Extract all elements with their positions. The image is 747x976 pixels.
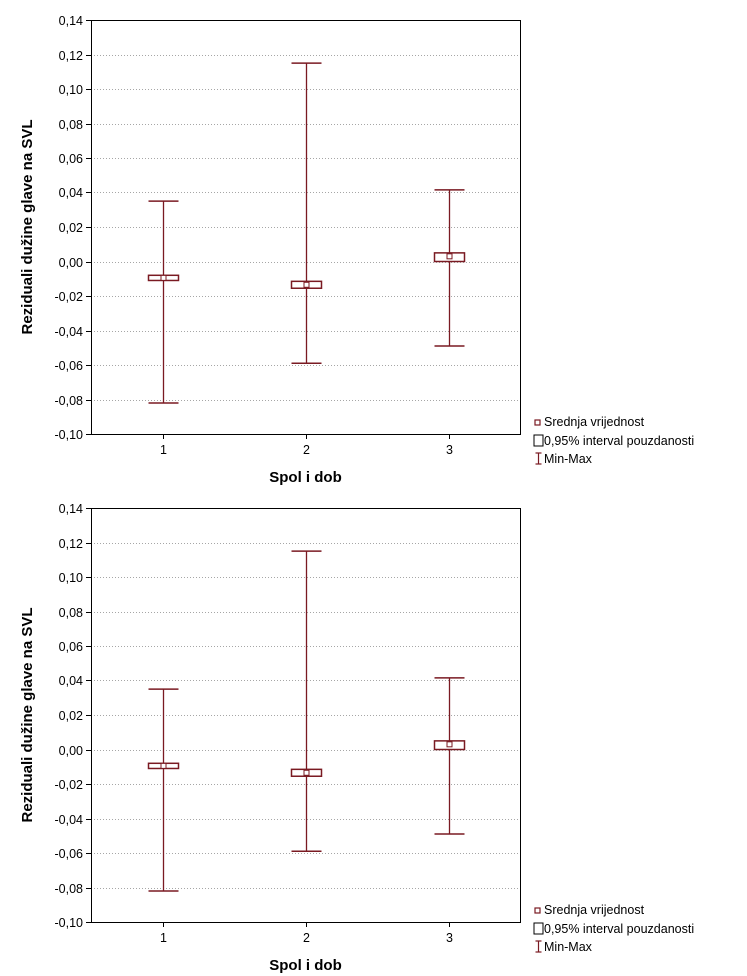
y-tick-label: 0,04	[59, 186, 83, 200]
legend-ci-symbol	[533, 922, 544, 935]
y-tick-label: -0,08	[55, 394, 84, 408]
y-tick-label: -0,02	[55, 290, 84, 304]
x-tick-label: 1	[160, 931, 167, 945]
y-tick-label: 0,02	[59, 221, 83, 235]
mean-marker	[446, 253, 453, 260]
x-tick-label: 1	[160, 443, 167, 457]
y-tick-label: -0,04	[55, 325, 84, 339]
y-tick-label: -0,10	[55, 916, 84, 930]
mean-marker	[160, 762, 167, 769]
y-tick-label: 0,12	[59, 537, 83, 551]
legend-mean-symbol	[534, 419, 541, 426]
y-tick-label: 0,14	[59, 502, 83, 516]
mean-marker	[446, 741, 453, 748]
y-axis-title: Reziduali dužine glave na SVL	[19, 119, 36, 334]
y-axis-title: Reziduali dužine glave na SVL	[19, 607, 36, 822]
y-tick-label: 0,00	[59, 744, 83, 758]
mean-marker	[160, 274, 167, 281]
y-tick-label: 0,06	[59, 640, 83, 654]
y-tick-label: -0,08	[55, 882, 84, 896]
chart-bottom-svg: -0,10 -0,08 -0,06 -0,04 -0,02 0,00 0,02 0,04 0,0…	[19, 502, 694, 974]
chart-bottom: -0,10 -0,08 -0,06 -0,04 -0,02 0,00 0,02 0,04 0,0…	[0, 488, 747, 976]
y-tick-label: 0,12	[59, 49, 83, 63]
x-tick-label: 2	[303, 443, 310, 457]
y-tick-label: 0,08	[59, 118, 83, 132]
x-tick-label: 3	[446, 443, 453, 457]
legend-ci-label: 0,95% interval pouzdanosti	[544, 922, 694, 936]
y-tick-label: -0,10	[55, 428, 84, 442]
mean-marker	[303, 281, 310, 288]
x-tick-label: 3	[446, 931, 453, 945]
legend-mean-label: Srednja vrijednost	[544, 415, 645, 429]
y-tick-label: -0,06	[55, 847, 84, 861]
chart-top: -0,10 -0,08 -0,06 -0,04 -0,02 0,00 0,02 0,04 0,0…	[19, 14, 694, 486]
legend-mean-symbol	[534, 907, 541, 914]
y-tick-label: 0,00	[59, 256, 83, 270]
y-tick-label: 0,10	[59, 83, 83, 97]
y-tick-label: 0,08	[59, 606, 83, 620]
y-tick-label: -0,02	[55, 778, 84, 792]
legend-minmax-label: Min-Max	[544, 452, 593, 466]
plot-area	[91, 508, 520, 922]
y-tick-label: 0,06	[59, 152, 83, 166]
y-tick-label: 0,10	[59, 571, 83, 585]
legend-minmax-label: Min-Max	[544, 940, 593, 954]
y-tick-label: 0,04	[59, 674, 83, 688]
legend-ci-symbol	[533, 434, 544, 447]
chart-top-svg: -0,10 -0,08 -0,06 -0,04 -0,02 0,00 0,02 0,04 0,0…	[19, 14, 694, 486]
legend-ci-label: 0,95% interval pouzdanosti	[544, 434, 694, 448]
x-tick-label: 2	[303, 931, 310, 945]
y-tick-label: -0,04	[55, 813, 84, 827]
mean-marker	[303, 769, 310, 776]
plot-area	[91, 20, 520, 434]
y-tick-label: 0,02	[59, 709, 83, 723]
y-tick-label: 0,14	[59, 14, 83, 28]
x-axis-title: Spol i dob	[269, 469, 342, 486]
legend-mean-label: Srednja vrijednost	[544, 903, 645, 917]
y-tick-label: -0,06	[55, 359, 84, 373]
x-axis-title: Spol i dob	[269, 957, 342, 974]
